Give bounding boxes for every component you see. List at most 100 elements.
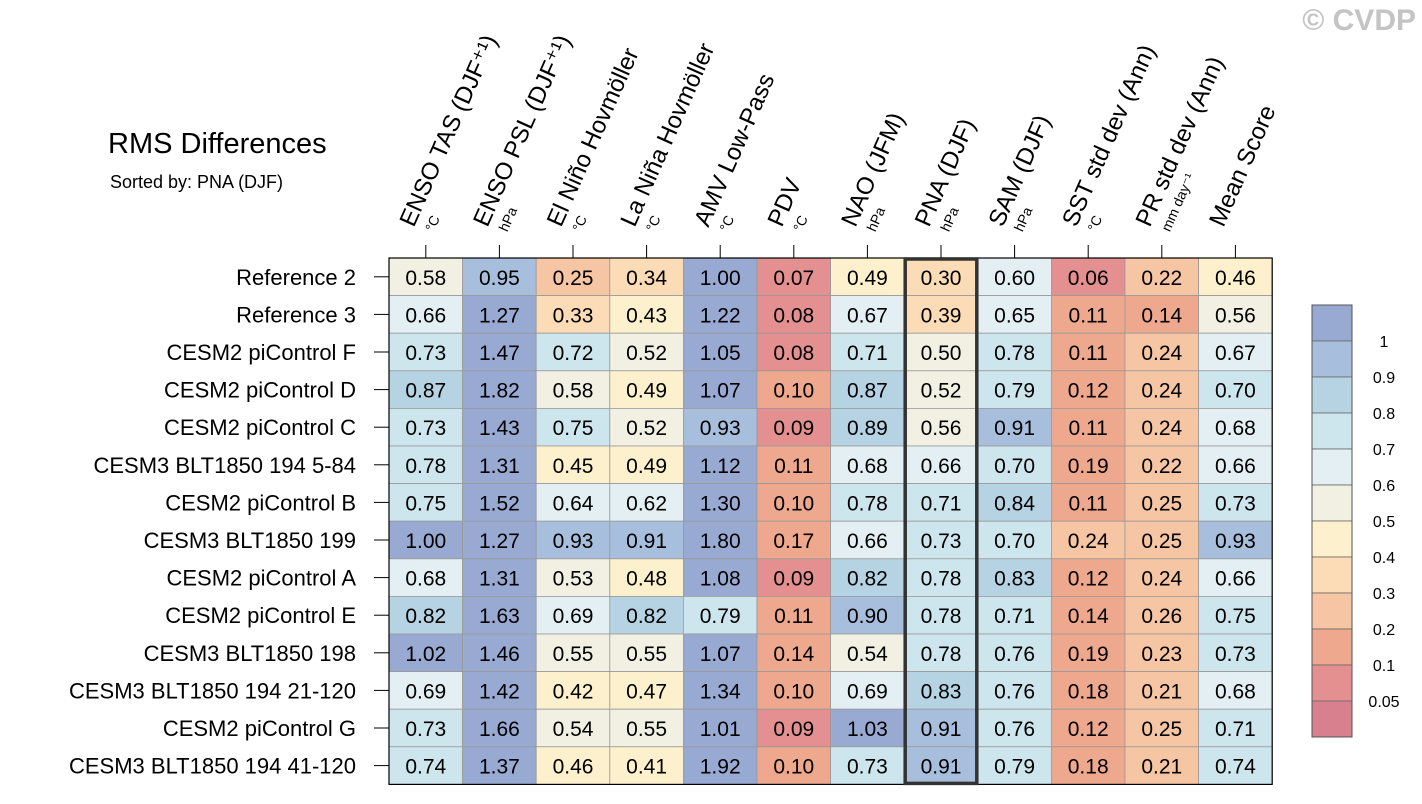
cell-value: 0.11 xyxy=(1069,492,1108,515)
cell-value: 0.70 xyxy=(1215,380,1256,403)
heatmap-cell xyxy=(1051,483,1126,522)
cell-value: 0.75 xyxy=(553,417,594,440)
cell-value: 0.83 xyxy=(921,680,962,703)
cell-value: 0.09 xyxy=(773,568,814,591)
heatmap-cell xyxy=(683,671,758,710)
heatmap-cell xyxy=(756,746,831,785)
cell-value: 0.08 xyxy=(773,342,814,365)
column-header: Mean Score xyxy=(1204,101,1281,230)
cell-value: 1.07 xyxy=(700,643,741,666)
heatmap-cell xyxy=(830,746,905,785)
colorbar-segment xyxy=(1311,664,1353,702)
heatmap-cell xyxy=(388,295,463,334)
cell-value: 0.11 xyxy=(1069,417,1108,440)
cell-value: 0.79 xyxy=(994,756,1035,779)
heatmap-cell xyxy=(462,445,537,484)
cell-value: 0.74 xyxy=(405,756,446,779)
cell-value: 0.18 xyxy=(1068,756,1109,779)
column-label: Mean Score xyxy=(1204,101,1281,230)
heatmap-cell xyxy=(1124,708,1199,748)
cell-value: 0.25 xyxy=(1141,530,1182,553)
heatmap-cell xyxy=(609,483,684,522)
heatmap-cell xyxy=(683,445,758,484)
heatmap-cell xyxy=(1051,332,1126,372)
cell-value: 0.09 xyxy=(773,417,814,440)
watermark: © CVDP xyxy=(1302,4,1416,37)
cell-value: 0.11 xyxy=(1069,342,1108,365)
heatmap-cell xyxy=(609,520,684,560)
cell-value: 1.05 xyxy=(700,342,741,365)
cell-value: 1.63 xyxy=(479,605,520,628)
heatmap-cell xyxy=(609,746,684,785)
row-label: CESM2 piControl G xyxy=(163,716,356,741)
colorbar-segment xyxy=(1311,628,1353,666)
cell-value: 0.50 xyxy=(921,342,962,365)
row-label: Reference 3 xyxy=(236,302,356,327)
cell-value: 0.93 xyxy=(1215,530,1256,553)
cell-value: 0.55 xyxy=(553,643,594,666)
cell-value: 1.27 xyxy=(479,530,520,553)
cell-value: 0.48 xyxy=(626,568,667,591)
cell-value: 0.93 xyxy=(700,417,741,440)
heatmap-cell xyxy=(388,708,463,748)
column-unit: °C xyxy=(790,213,811,234)
cell-value: 0.75 xyxy=(1215,605,1256,628)
colorbar-segment xyxy=(1311,376,1353,414)
heatmap-cell xyxy=(756,483,831,522)
cell-value: 0.53 xyxy=(553,568,594,591)
cell-value: 0.82 xyxy=(847,568,888,591)
heatmap-cell xyxy=(462,708,537,748)
cell-value: 0.62 xyxy=(626,492,667,515)
cell-value: 0.56 xyxy=(921,417,962,440)
colorbar-segment xyxy=(1311,520,1353,558)
heatmap-cell xyxy=(683,708,758,748)
cell-value: 0.41 xyxy=(626,756,667,779)
heatmap-border xyxy=(388,257,1273,786)
cell-value: 0.67 xyxy=(847,304,888,327)
cell-value: 0.65 xyxy=(994,304,1035,327)
cell-value: 0.71 xyxy=(994,605,1035,628)
cell-value: 0.49 xyxy=(626,380,667,403)
cell-value: 0.58 xyxy=(405,267,446,290)
cell-value: 0.24 xyxy=(1141,380,1182,403)
cell-value: 0.75 xyxy=(405,492,446,515)
heatmap-cell xyxy=(830,708,905,748)
cell-value: 0.54 xyxy=(847,643,888,666)
colorbar-label: 0.05 xyxy=(1368,694,1399,711)
cell-value: 1.52 xyxy=(479,492,520,515)
colorbar-label: 0.4 xyxy=(1373,550,1395,567)
heatmap-cell xyxy=(683,558,758,597)
cell-value: 0.56 xyxy=(1215,304,1256,327)
cell-value: 0.66 xyxy=(847,530,888,553)
heatmap-cell xyxy=(609,445,684,484)
colorbar-label: 0.5 xyxy=(1373,514,1395,531)
cell-value: 0.58 xyxy=(553,380,594,403)
cell-value: 0.45 xyxy=(553,455,594,478)
heatmap-cell xyxy=(1051,407,1126,447)
colorbar-label: 0.1 xyxy=(1373,658,1395,675)
cell-value: 0.25 xyxy=(1141,492,1182,515)
cell-value: 0.49 xyxy=(626,455,667,478)
heatmap-cell xyxy=(1198,633,1273,672)
heatmap-cell xyxy=(683,295,758,334)
heatmap-cell xyxy=(756,708,831,748)
heatmap-cell xyxy=(535,746,611,785)
colorbar-label: 0.7 xyxy=(1373,442,1395,459)
cell-value: 0.11 xyxy=(774,455,813,478)
column-unit: °C xyxy=(1084,213,1105,234)
heatmap-cell xyxy=(609,332,684,372)
column-unit: °C xyxy=(643,213,664,234)
cell-value: 0.10 xyxy=(773,492,814,515)
colorbar-segment xyxy=(1311,556,1353,594)
cell-value: 0.25 xyxy=(553,267,594,290)
heatmap-cell xyxy=(756,295,831,334)
cell-value: 0.82 xyxy=(405,605,446,628)
cell-value: 0.26 xyxy=(1141,605,1182,628)
colorbar-segment xyxy=(1311,448,1353,486)
cell-value: 0.55 xyxy=(626,718,667,741)
heatmap-cell xyxy=(1198,520,1273,560)
column-unit: °C xyxy=(716,213,737,234)
heatmap-cell xyxy=(1198,257,1273,296)
heatmap-cell xyxy=(1124,520,1199,560)
cell-value: 0.24 xyxy=(1141,568,1182,591)
